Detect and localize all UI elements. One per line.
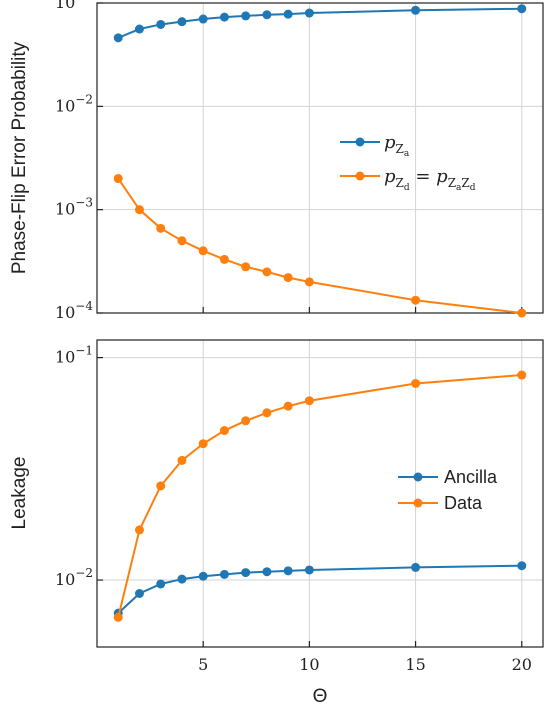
data-point xyxy=(411,378,421,388)
data-point xyxy=(262,10,272,20)
data-point xyxy=(113,174,123,184)
data-point xyxy=(411,295,421,305)
plot-frame xyxy=(96,339,544,648)
data-point xyxy=(283,9,293,19)
legend-marker xyxy=(355,137,365,147)
series-line xyxy=(117,177,522,314)
data-point xyxy=(134,525,144,535)
data-point xyxy=(219,254,229,264)
data-point xyxy=(219,12,229,22)
data-point xyxy=(113,612,123,622)
data-point xyxy=(304,8,314,18)
data-point xyxy=(262,408,272,418)
series-line xyxy=(117,374,522,618)
legend-marker xyxy=(413,472,423,482)
data-point xyxy=(113,33,123,43)
data-point xyxy=(177,236,187,246)
data-point xyxy=(241,568,251,578)
legend-marker xyxy=(355,171,365,181)
data-point xyxy=(134,588,144,598)
legend-label: Ancilla xyxy=(444,467,498,487)
data-point xyxy=(198,246,208,256)
data-point xyxy=(219,569,229,579)
legend-label: pZa xyxy=(384,132,410,159)
plot-frame xyxy=(96,2,544,314)
legend-label: pZd = pZaZd xyxy=(384,166,476,193)
data-point xyxy=(304,565,314,575)
data-point xyxy=(283,273,293,283)
x-tick-label: 5 xyxy=(198,655,208,674)
data-point xyxy=(411,562,421,572)
data-point xyxy=(517,308,527,318)
data-point xyxy=(241,416,251,426)
data-point xyxy=(134,24,144,34)
data-point xyxy=(198,571,208,581)
bottom-panel: 5 10 15 20 10−1 10−2 Leakage Θ Ancilla Data xyxy=(9,339,544,707)
x-tick-label: 15 xyxy=(405,655,425,674)
y-tick-label: 10−4 xyxy=(55,299,93,322)
data-point xyxy=(304,277,314,287)
x-tick-label: 10 xyxy=(299,655,319,674)
data-point xyxy=(262,567,272,577)
data-point xyxy=(283,401,293,411)
y-axis-label: Phase-Flip Error Probability xyxy=(9,41,30,274)
data-point xyxy=(156,579,166,589)
data-point xyxy=(177,17,187,27)
data-point xyxy=(517,561,527,571)
data-point xyxy=(262,267,272,277)
data-point xyxy=(241,11,251,21)
y-tick-label: 10−3 xyxy=(55,196,93,219)
data-point xyxy=(219,426,229,436)
y-tick-label: 10−1 xyxy=(55,344,93,367)
y-axis-label: Leakage xyxy=(9,457,30,530)
x-tick-label: 20 xyxy=(512,655,532,674)
data-point xyxy=(283,566,293,576)
x-axis-label: Θ xyxy=(313,686,328,707)
legend-label: Data xyxy=(444,493,483,513)
series-line xyxy=(117,564,522,614)
data-point xyxy=(156,223,166,233)
y-tick-label: 10−2 xyxy=(55,92,93,115)
data-point xyxy=(304,396,314,406)
data-point xyxy=(134,205,144,215)
data-point xyxy=(198,439,208,449)
data-point xyxy=(177,455,187,465)
legend-marker xyxy=(413,498,423,508)
data-point xyxy=(517,370,527,380)
y-tick-label: 10−2 xyxy=(55,566,93,589)
data-point xyxy=(517,4,527,14)
data-point xyxy=(411,5,421,15)
y-tick-label: 10−1 xyxy=(55,0,93,12)
data-point xyxy=(241,262,251,272)
data-point xyxy=(156,19,166,29)
data-point xyxy=(198,14,208,24)
data-point xyxy=(156,481,166,491)
top-panel: 10−1 10−2 10−3 10−4 Phase-Flip Error Probabi… xyxy=(9,0,544,322)
data-point xyxy=(177,574,187,584)
